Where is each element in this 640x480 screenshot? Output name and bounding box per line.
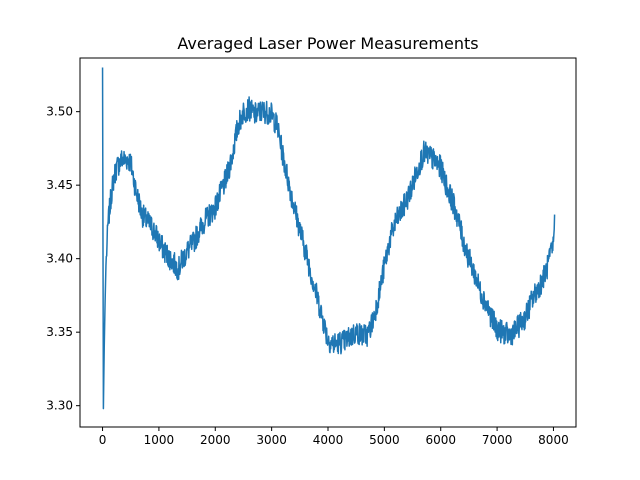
x-axis: 0 1000 2000 3000 4000 5000 6000 7000 8000 [99, 427, 569, 447]
y-tick-label: 3.45 [46, 178, 73, 192]
x-tick-label: 5000 [369, 433, 400, 447]
y-tick-label: 3.30 [46, 399, 73, 413]
x-tick-label: 4000 [313, 433, 344, 447]
y-tick-label: 3.40 [46, 252, 73, 266]
x-tick-label: 0 [99, 433, 107, 447]
x-tick-label: 2000 [200, 433, 231, 447]
y-tick-label: 3.35 [46, 325, 73, 339]
chart-title: Averaged Laser Power Measurements [177, 34, 478, 53]
plot-area [101, 67, 556, 410]
x-tick-label: 1000 [144, 433, 175, 447]
y-axis: 3.30 3.35 3.40 3.45 3.50 [46, 105, 80, 413]
y-tick-label: 3.50 [46, 105, 73, 119]
series-line-0 [101, 67, 556, 410]
x-tick-label: 7000 [482, 433, 513, 447]
x-tick-label: 6000 [425, 433, 456, 447]
x-tick-label: 8000 [538, 433, 569, 447]
x-tick-label: 3000 [256, 433, 287, 447]
